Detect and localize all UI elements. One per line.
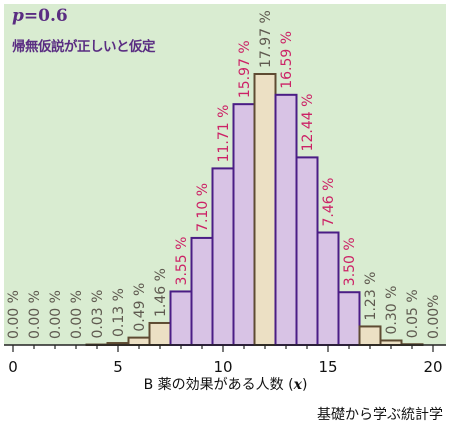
value-label-x-7: 1.46 %	[153, 268, 169, 317]
probability-annotation: p=0.6	[12, 6, 68, 26]
value-label-x-15: 7.46 %	[321, 178, 337, 227]
value-label-x-16: 3.50 %	[342, 237, 358, 286]
bar-x-16	[337, 291, 361, 347]
p-variable: p	[12, 6, 24, 26]
value-label-x-0: 0.00 %	[6, 290, 22, 339]
value-label-x-5: 0.13 %	[111, 288, 127, 337]
bar-x-13	[274, 93, 298, 346]
value-label-x-13: 16.59 %	[279, 31, 295, 89]
value-label-x-3: 0.00 %	[69, 290, 85, 339]
bar-x-15	[316, 231, 340, 346]
x-axis-variable: x	[293, 377, 302, 393]
bar-x-10	[211, 167, 235, 346]
value-label-x-19: 0.05 %	[405, 289, 421, 338]
x-tick-label-5: 5	[113, 358, 123, 376]
x-tick-label-0: 0	[8, 358, 18, 376]
source-credit: 基礎から学ぶ統計学	[317, 407, 443, 423]
value-label-x-4: 0.03 %	[90, 290, 106, 339]
bar-x-6	[127, 336, 151, 347]
value-label-x-1: 0.00 %	[27, 290, 43, 339]
bar-x-8	[169, 290, 193, 347]
value-label-x-18: 0.30 %	[384, 286, 400, 335]
x-tick-label-10: 10	[213, 358, 232, 376]
x-tick-label-20: 20	[423, 358, 442, 376]
bar-x-7	[148, 321, 172, 346]
value-label-x-11: 15.97 %	[237, 40, 253, 98]
bar-x-11	[232, 103, 256, 346]
value-label-x-10: 11.71 %	[216, 105, 232, 163]
hypothesis-annotation: 帰無仮説が正しいと仮定	[12, 39, 156, 55]
bar-x-12	[253, 73, 277, 346]
bar-x-17	[358, 325, 382, 346]
value-label-x-8: 3.55 %	[174, 237, 190, 286]
value-label-x-2: 0.00 %	[48, 290, 64, 339]
bar-x-9	[190, 236, 214, 346]
value-label-x-14: 12.44 %	[300, 94, 316, 152]
value-label-x-6: 0.49 %	[132, 283, 148, 332]
p-value: =0.6	[23, 6, 68, 26]
x-tick-label-15: 15	[318, 358, 337, 376]
value-label-x-9: 7.10 %	[195, 183, 211, 232]
bar-x-14	[295, 156, 319, 346]
x-axis-label-text: B 薬の効果がある人数	[143, 377, 284, 393]
value-label-x-17: 1.23 %	[363, 272, 379, 321]
x-axis-label: B 薬の効果がある人数 (x)	[143, 377, 308, 393]
value-label-x-12: 17.97 %	[258, 10, 274, 68]
value-label-x-20: 0.00%	[426, 295, 442, 339]
